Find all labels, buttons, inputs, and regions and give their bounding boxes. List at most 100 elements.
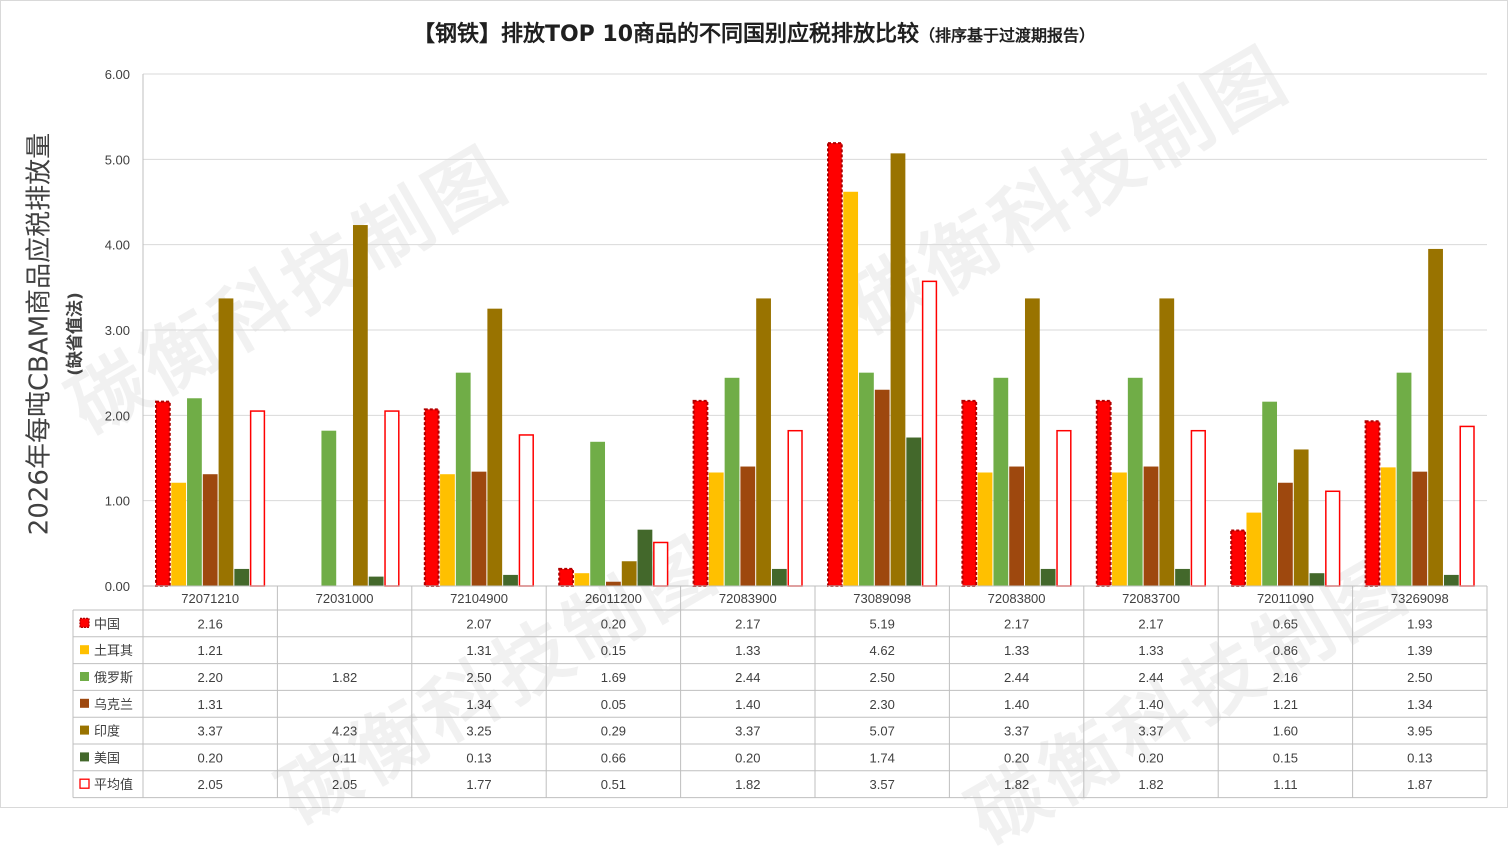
bar — [827, 142, 843, 587]
bar — [1024, 298, 1040, 586]
bar — [1380, 467, 1396, 586]
bar — [1095, 399, 1112, 587]
data-label: 2.17 — [1004, 616, 1029, 631]
bar — [384, 410, 400, 587]
data-label: 2.07 — [466, 616, 491, 631]
data-label: 1.21 — [1273, 697, 1298, 712]
bar — [321, 430, 337, 586]
data-label: 0.65 — [1273, 616, 1298, 631]
data-label: 1.33 — [735, 643, 760, 658]
data-label: 0.29 — [601, 724, 626, 739]
bar — [1246, 512, 1262, 586]
data-label: 5.19 — [870, 616, 895, 631]
bar — [637, 529, 653, 586]
data-label: 1.33 — [1138, 643, 1163, 658]
data-label: 0.20 — [198, 750, 223, 765]
bar — [1443, 574, 1459, 586]
legend-key — [80, 645, 89, 655]
data-label: 5.07 — [870, 724, 895, 739]
legend-key — [80, 725, 89, 735]
data-label: 3.57 — [870, 777, 895, 792]
data-label: 2.44 — [735, 670, 760, 685]
bar — [455, 372, 471, 586]
data-label: 1.93 — [1407, 616, 1432, 631]
data-label: 4.62 — [870, 643, 895, 658]
x-tick-label: 72083800 — [988, 591, 1046, 606]
bar — [1127, 377, 1143, 586]
x-tick-label: 72083900 — [719, 591, 777, 606]
bar — [724, 377, 740, 586]
data-label: 2.44 — [1138, 670, 1163, 685]
data-label: 2.17 — [1138, 616, 1163, 631]
bar — [890, 153, 906, 587]
data-label: 2.16 — [198, 616, 223, 631]
bar — [606, 581, 621, 586]
data-label: 1.74 — [870, 750, 895, 765]
data-label: 2.17 — [735, 616, 760, 631]
data-label: 1.82 — [1138, 777, 1163, 792]
data-label: 0.66 — [601, 750, 626, 765]
bar — [1325, 490, 1341, 587]
data-label: 2.05 — [332, 777, 357, 792]
data-label: 1.31 — [198, 697, 223, 712]
bar — [906, 437, 922, 586]
data-label: 4.23 — [332, 724, 357, 739]
bar — [423, 408, 440, 587]
data-label: 0.20 — [1004, 750, 1029, 765]
bar — [155, 400, 171, 587]
data-label: 2.30 — [870, 697, 895, 712]
bar — [859, 372, 874, 586]
data-label: 2.20 — [198, 670, 223, 685]
chart-plot: 0.00 1.00 2.00 3.00 4.00 5.00 6.00 72071210 7203… — [72, 67, 1488, 799]
bar — [574, 573, 590, 586]
y-tick-label: 4.00 — [105, 238, 130, 253]
data-label: 1.39 — [1407, 643, 1432, 658]
x-tick-label: 73269098 — [1391, 591, 1449, 606]
bar — [740, 466, 756, 586]
data-label: 1.33 — [1004, 643, 1029, 658]
data-label: 1.40 — [1138, 697, 1163, 712]
data-label: 0.20 — [735, 750, 760, 765]
bar — [1262, 401, 1278, 586]
y-tick-label: 3.00 — [105, 323, 130, 338]
bar — [708, 472, 724, 586]
data-label: 0.20 — [1138, 750, 1163, 765]
bar — [1459, 425, 1475, 587]
data-label: 1.21 — [198, 643, 223, 658]
data-label: 1.77 — [466, 777, 491, 792]
legend-label: 印度 — [94, 724, 120, 740]
bar — [1293, 449, 1309, 586]
data-label: 3.95 — [1407, 724, 1432, 739]
data-label: 1.40 — [735, 697, 760, 712]
data-label: 1.34 — [1407, 697, 1432, 712]
bar — [1396, 372, 1412, 586]
bar — [1143, 466, 1159, 586]
bar — [1278, 482, 1293, 586]
bar — [1428, 248, 1443, 586]
data-label: 1.82 — [332, 670, 357, 685]
bar — [756, 298, 771, 586]
data-label: 2.16 — [1273, 670, 1298, 685]
bar — [843, 191, 859, 586]
legend-label: 中国 — [94, 617, 120, 632]
chart-title-main: 【钢铁】排放TOP 10商品的不同国别应税排放比较 — [412, 22, 920, 47]
bar — [874, 389, 890, 586]
y-tick-label: 0.00 — [105, 579, 130, 594]
bar — [771, 568, 787, 586]
chart-title-sub: （排序基于过渡期报告） — [919, 26, 1096, 45]
bar — [1159, 298, 1175, 586]
bar — [1412, 471, 1428, 586]
data-label: 1.40 — [1004, 697, 1029, 712]
bar — [1175, 568, 1190, 586]
y-tick-label: 2.00 — [105, 408, 130, 423]
bar — [977, 472, 993, 586]
bar — [1230, 529, 1246, 587]
data-label: 2.44 — [1004, 670, 1029, 685]
bar — [249, 410, 266, 587]
data-label: 3.37 — [198, 724, 223, 739]
data-label: 0.15 — [1273, 750, 1298, 765]
data-label: 1.69 — [601, 670, 626, 685]
bar — [368, 576, 384, 586]
bar — [503, 574, 518, 586]
bar — [218, 298, 234, 586]
